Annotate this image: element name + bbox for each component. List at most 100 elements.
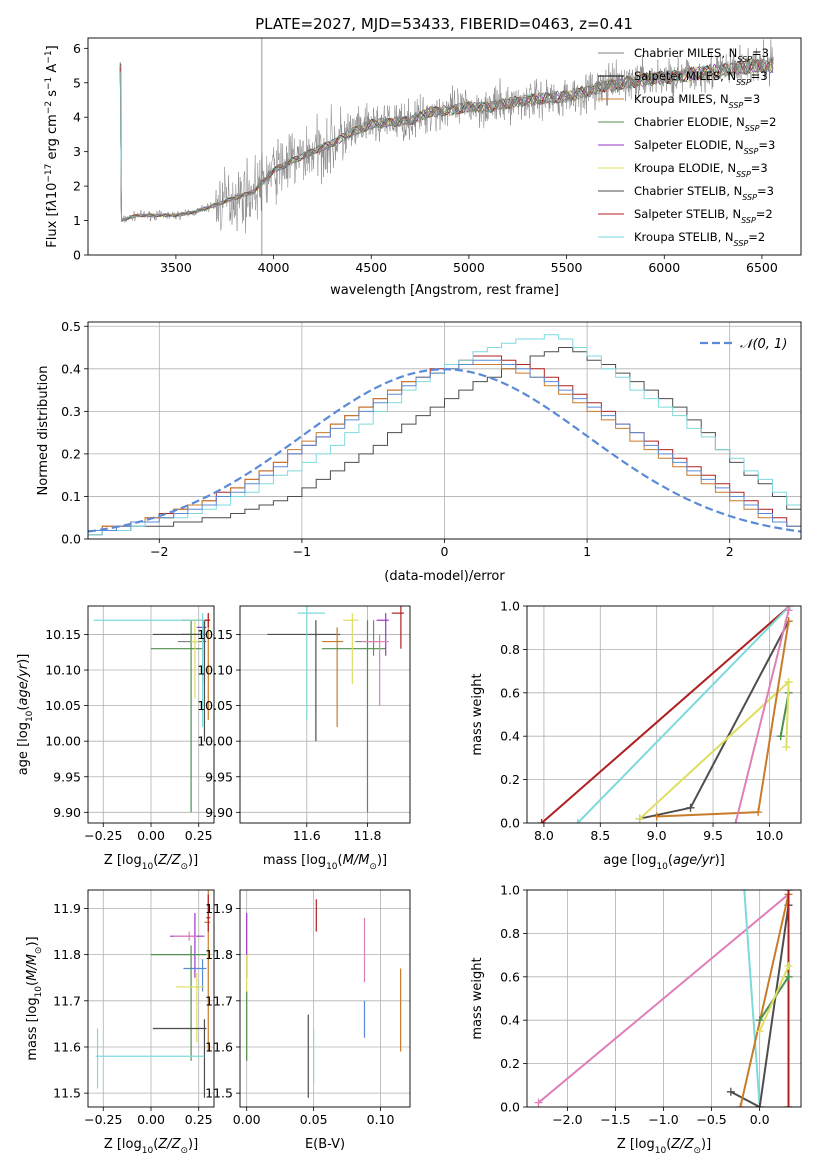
weight-marker <box>784 890 793 894</box>
y-tick-label: 0.4 <box>61 361 81 376</box>
y-tick-label: 1 <box>73 213 81 228</box>
x-tick-label: 8.0 <box>534 828 554 843</box>
x-tick-label: 0.0 <box>750 1112 770 1127</box>
y-tick-label: 0.6 <box>500 969 520 984</box>
y-tick-label: 0.0 <box>500 816 520 831</box>
panel-weight-vs-z: −2.0 −1.5 −1.0 −0.5 0.0 0.0 0.2 0.4 0.6 0.8 1.0 Z [… <box>470 883 802 1156</box>
weight-line <box>639 681 790 820</box>
weight-marker <box>736 1103 745 1107</box>
y-tick-label: 0.4 <box>500 1013 520 1028</box>
x-tick-label: 0.10 <box>367 1112 395 1127</box>
y-tick-label: 9.90 <box>205 805 233 820</box>
weight-marker <box>784 677 793 686</box>
axes-frame <box>526 889 802 1108</box>
y-tick-label: 9.95 <box>205 769 233 784</box>
x-tick-label: −0.5 <box>696 1112 726 1127</box>
y-tick-label: 0.4 <box>500 729 520 744</box>
y-tick-label: 11.7 <box>53 993 81 1008</box>
plot-area <box>93 613 211 813</box>
errorbar-point <box>321 620 386 813</box>
x-tick-label: −0.25 <box>84 828 122 843</box>
y-tick-label: 0.5 <box>61 319 81 334</box>
observed-spectrum-line <box>119 39 774 234</box>
weight-marker <box>754 808 763 817</box>
y-tick-label: 11.6 <box>205 1039 233 1054</box>
errorbar-point <box>151 945 207 1061</box>
y-tick-label: 0.2 <box>500 772 520 787</box>
x-tick-label: 8.5 <box>590 828 610 843</box>
weight-marker <box>776 732 785 741</box>
panel-mass-vs-ebv: 0.00 0.05 0.10 11.5 11.6 11.7 11.8 11.9 E(B-V) <box>205 889 411 1152</box>
panel-mass-vs-z: −0.25 0.00 0.25 11.5 11.6 11.7 11.8 11.9 Z [log1… <box>25 889 215 1156</box>
y-tick-label: 6 <box>73 41 81 56</box>
residuals-x-label: (data-model)/error <box>384 569 505 584</box>
y-tick-label: 0.6 <box>500 685 520 700</box>
errorbar-point <box>376 613 389 656</box>
x-tick-label: −2.0 <box>552 1112 582 1127</box>
weight-vs-age-x-label: age [log10(age/yr)] <box>603 853 725 872</box>
y-tick-label: 10.00 <box>45 734 81 749</box>
weight-line <box>656 621 790 818</box>
weight-line <box>730 905 790 1107</box>
weight-line <box>639 620 790 820</box>
errorbar-point <box>173 931 197 941</box>
y-tick-label: 11.8 <box>53 947 81 962</box>
spectrum-y-label: Flux [fλ10−17 erg cm−2 s−1 A−1] <box>44 45 60 247</box>
plot-area <box>88 334 801 536</box>
errorbar-point <box>95 1028 205 1089</box>
y-tick-label: 11.8 <box>205 947 233 962</box>
spectrum-x-label: wavelength [Angstrom, rest frame] <box>330 283 559 298</box>
histogram-series <box>88 347 801 536</box>
axes-frame <box>87 889 215 1108</box>
y-tick-label: 0.3 <box>61 404 81 419</box>
panel-weight-vs-age: 8.0 8.5 9.0 9.5 10.0 0.0 0.2 0.4 0.6 0.8 1.0 age [l… <box>470 599 802 872</box>
x-tick-label: 11.6 <box>293 828 321 843</box>
y-tick-label: 10.05 <box>45 698 81 713</box>
x-tick-label: 5500 <box>551 260 583 275</box>
age-vs-mass-x-label: mass [log10(M/M⊙)] <box>263 853 387 872</box>
weight-marker <box>784 606 793 615</box>
weight-marker <box>740 890 749 894</box>
weight-marker <box>534 1098 543 1107</box>
age-vs-z-y-label: age [log10(age/yr)] <box>16 654 35 776</box>
figure-title: PLATE=2027, MJD=53433, FIBERID=0463, z=0… <box>255 15 633 33</box>
y-tick-label: 11.9 <box>205 901 233 916</box>
y-tick-label: 2 <box>73 179 81 194</box>
residuals-y-label: Normed distribution <box>36 366 51 496</box>
x-tick-label: −2 <box>150 544 168 559</box>
x-tick-label: 2 <box>726 544 734 559</box>
weight-marker <box>784 972 793 981</box>
y-tick-label: 0.0 <box>61 532 81 547</box>
weight-marker <box>784 1103 793 1107</box>
x-tick-label: 3500 <box>160 260 192 275</box>
y-tick-label: 11.5 <box>53 1086 81 1101</box>
errorbar-point <box>355 620 383 656</box>
y-tick-label: 11.6 <box>53 1039 81 1054</box>
x-tick-label: −1.0 <box>648 1112 678 1127</box>
axes-frame <box>239 605 411 824</box>
panel-age-vs-z: −0.25 0.00 0.25 9.90 9.95 10.00 10.05 10.10 10.1… <box>16 605 215 872</box>
x-tick-label: 5000 <box>453 260 485 275</box>
errorbar-point <box>206 894 211 932</box>
x-tick-label: 4500 <box>355 260 387 275</box>
weight-line <box>734 610 790 823</box>
y-tick-label: 4 <box>73 110 81 125</box>
axes-frame <box>87 321 802 540</box>
errorbar-point <box>361 634 389 706</box>
x-tick-label: −1 <box>293 544 311 559</box>
y-tick-label: 11.7 <box>205 993 233 1008</box>
x-tick-label: 0.25 <box>185 828 213 843</box>
y-tick-label: 10.00 <box>197 734 233 749</box>
errorbar-point <box>391 606 404 649</box>
weight-marker <box>784 961 793 970</box>
y-tick-label: 9.90 <box>53 805 81 820</box>
y-tick-label: 10.15 <box>197 627 233 642</box>
plot-area <box>534 890 793 1107</box>
weight-marker <box>652 812 661 821</box>
legend-label: Kroupa STELIB, NSSP=2 <box>634 230 765 248</box>
x-tick-label: 0.00 <box>137 1112 165 1127</box>
y-tick-label: 0.2 <box>61 446 81 461</box>
errorbar-point <box>191 620 199 699</box>
x-tick-label: 11.8 <box>354 828 382 843</box>
y-tick-label: 5 <box>73 75 81 90</box>
